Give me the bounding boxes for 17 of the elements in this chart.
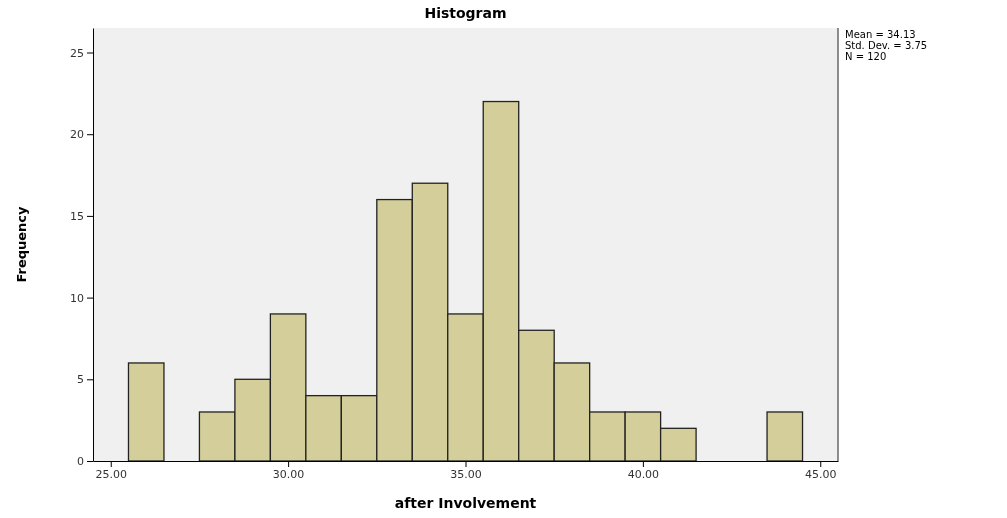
text: N = 120 [845,51,887,62]
y-tick-label: 15 [70,209,84,223]
y-tick-label: 25 [70,46,84,60]
text: Mean = 34.13 [845,29,916,40]
y-tick-label: 10 [70,291,84,305]
x-tick-label: 25.00 [95,467,127,481]
y-axis-title: Frequency [14,205,29,283]
y-tick-label: 0 [77,455,84,469]
x-tick-label: 45.00 [805,467,837,481]
y-tick-label: 5 [77,373,84,387]
x-axis-title: after Involvement [394,495,537,511]
x-tick-label: 35.00 [450,467,482,481]
y-tick-label: 20 [70,128,84,142]
text: Std. Dev. = 3.75 [845,40,928,51]
x-tick-label: 30.00 [272,467,305,481]
x-tick-label: 40.00 [627,467,660,481]
chart-title: Histogram [424,5,507,21]
